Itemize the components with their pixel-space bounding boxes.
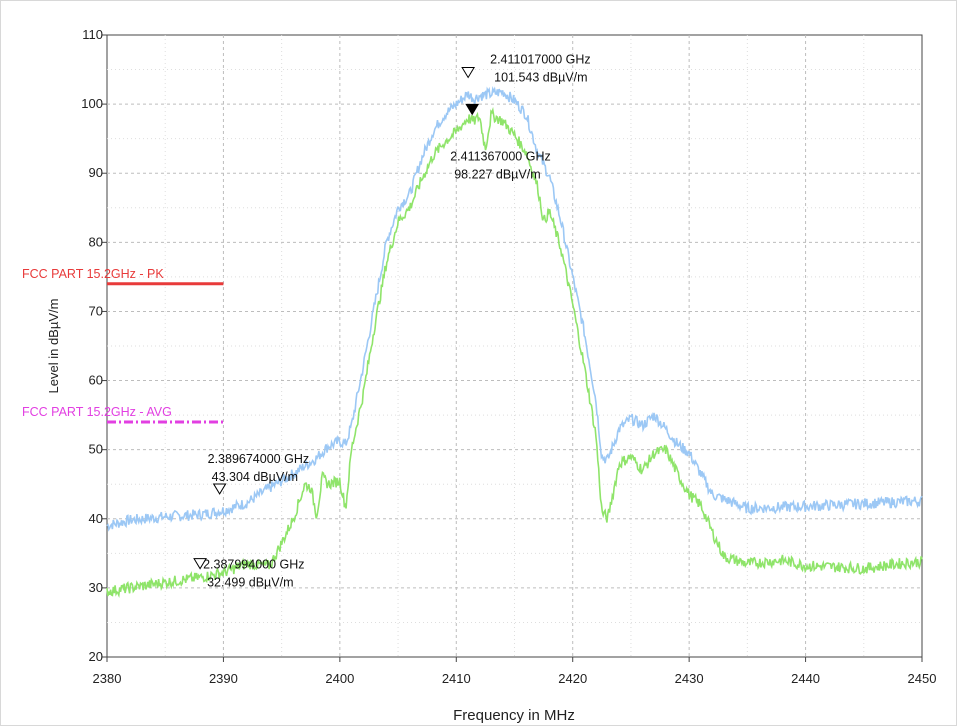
limit-lines: FCC PART 15.2GHz - PK FCC PART 15.2GHz - …: [22, 267, 224, 424]
limit-line-label: FCC PART 15.2GHz - PK: [22, 267, 164, 281]
marker-frequency-label: 2.411367000 GHz: [450, 149, 551, 163]
marker-frequency-label: 2.389674000 GHz: [208, 452, 309, 466]
y-tick-label: 80: [89, 234, 103, 249]
x-tick-label: 2430: [675, 671, 704, 686]
x-tick-label: 2390: [209, 671, 238, 686]
grid-lines: [107, 35, 922, 657]
y-tick-label: 100: [81, 96, 103, 111]
x-tick-label: 2420: [558, 671, 587, 686]
y-tick-label: 90: [89, 165, 103, 180]
marker-frequency-label: 2.411017000 GHz: [490, 52, 591, 66]
x-tick-label: 2380: [93, 671, 122, 686]
marker-group: 2.411017000 GHz 101.543 dBµV/m 2.411367000…: [193, 52, 591, 590]
y-tick-label: 40: [89, 511, 103, 526]
y-axis-title: Level in dBµV/m: [46, 299, 61, 394]
limit-line-label: FCC PART 15.2GHz - AVG: [22, 405, 172, 419]
marker-level-label: 32.499 dBµV/m: [207, 576, 293, 590]
marker-triangle-icon: [461, 66, 476, 79]
y-tick-label: 110: [82, 27, 103, 42]
y-tick-label: 20: [89, 649, 103, 664]
x-tick-label: 2440: [791, 671, 820, 686]
plot-area: [106, 34, 923, 658]
marker-level-label: 98.227 dBµV/m: [454, 167, 540, 181]
y-tick-label: 60: [89, 373, 103, 388]
y-tick-label: 50: [89, 442, 103, 457]
marker-triangle-icon: [465, 103, 480, 116]
series-trace: [106, 106, 923, 598]
marker-level-label: 101.543 dBµV/m: [494, 70, 587, 84]
x-tick-label: 2450: [908, 671, 937, 686]
marker-triangle-icon: [212, 483, 227, 495]
series-traces: [106, 86, 923, 598]
marker-frequency-label: 2.387994000 GHz: [203, 558, 304, 572]
y-tick-label: 70: [89, 303, 103, 318]
marker-level-label: 43.304 dBµV/m: [212, 470, 298, 484]
series-trace: [106, 86, 923, 532]
marker-triangle-icon: [193, 558, 207, 570]
x-tick-label: 2400: [325, 671, 354, 686]
x-axis-title: Frequency in MHz: [453, 707, 575, 724]
y-tick-label: 30: [89, 580, 103, 595]
axis-ticks: 2380 2390 2400 2410 2420 2430 2440 2450 20 30 40 50…: [81, 27, 936, 686]
x-tick-label: 2410: [442, 671, 471, 686]
